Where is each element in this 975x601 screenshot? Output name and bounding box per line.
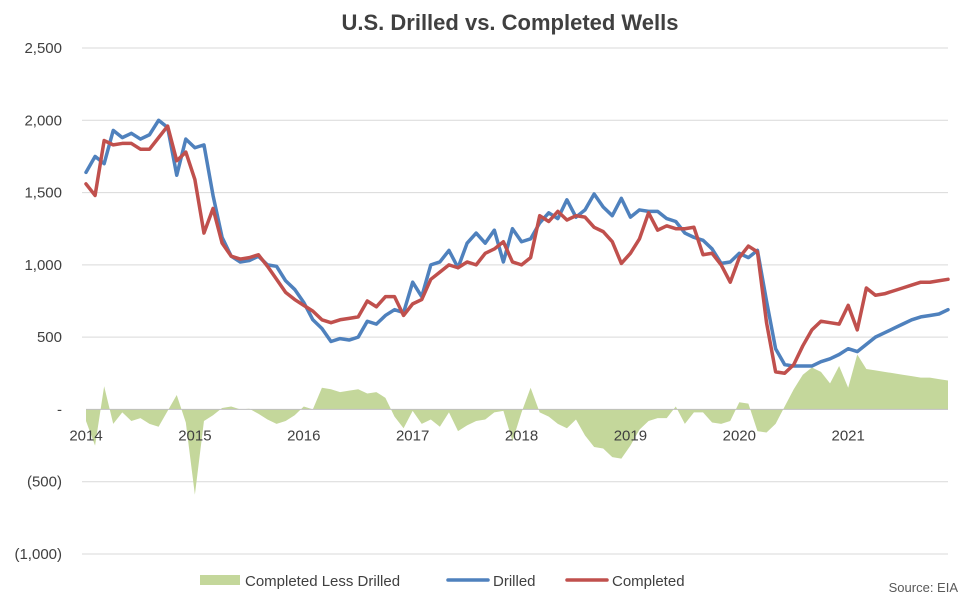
- gridlines: [82, 47, 948, 555]
- y-tick-label: 500: [37, 329, 62, 346]
- x-tick-label: 2021: [832, 427, 865, 444]
- legend: Completed Less Drilled Drilled Completed: [200, 573, 685, 590]
- source-note: Source: EIA: [889, 580, 959, 595]
- y-tick-label: 2,000: [24, 112, 62, 129]
- x-tick-label: 2016: [287, 427, 320, 444]
- legend-label-drilled: Drilled: [493, 573, 536, 590]
- y-tick-label: 1,500: [24, 185, 62, 202]
- legend-swatch-completed-less-drilled: [200, 575, 240, 585]
- y-tick-label: (500): [27, 474, 62, 491]
- legend-label-completed: Completed: [612, 573, 685, 590]
- x-tick-label: 2018: [505, 427, 538, 444]
- x-tick-label: 2017: [396, 427, 429, 444]
- x-tick-label: 2020: [723, 427, 756, 444]
- y-tick-label: 2,500: [24, 40, 62, 57]
- chart-title: U.S. Drilled vs. Completed Wells: [341, 10, 678, 35]
- line-series: [84, 118, 950, 376]
- x-tick-label: 2015: [178, 427, 211, 444]
- x-tick-label: 2019: [614, 427, 647, 444]
- line-completed: [84, 124, 950, 376]
- y-tick-label: 1,000: [24, 257, 62, 274]
- line-drilled: [84, 118, 950, 368]
- y-tick-label: (1,000): [14, 546, 62, 563]
- legend-label-completed-less-drilled: Completed Less Drilled: [245, 573, 400, 590]
- area-series: [86, 354, 948, 495]
- x-tick-label: 2014: [69, 427, 102, 444]
- area-completed-less-drilled: [86, 354, 948, 495]
- y-tick-label: -: [57, 401, 62, 418]
- axes: 2,500 2,000 1,500 1,000 500 - (500) (1,000) 2014…: [14, 40, 948, 563]
